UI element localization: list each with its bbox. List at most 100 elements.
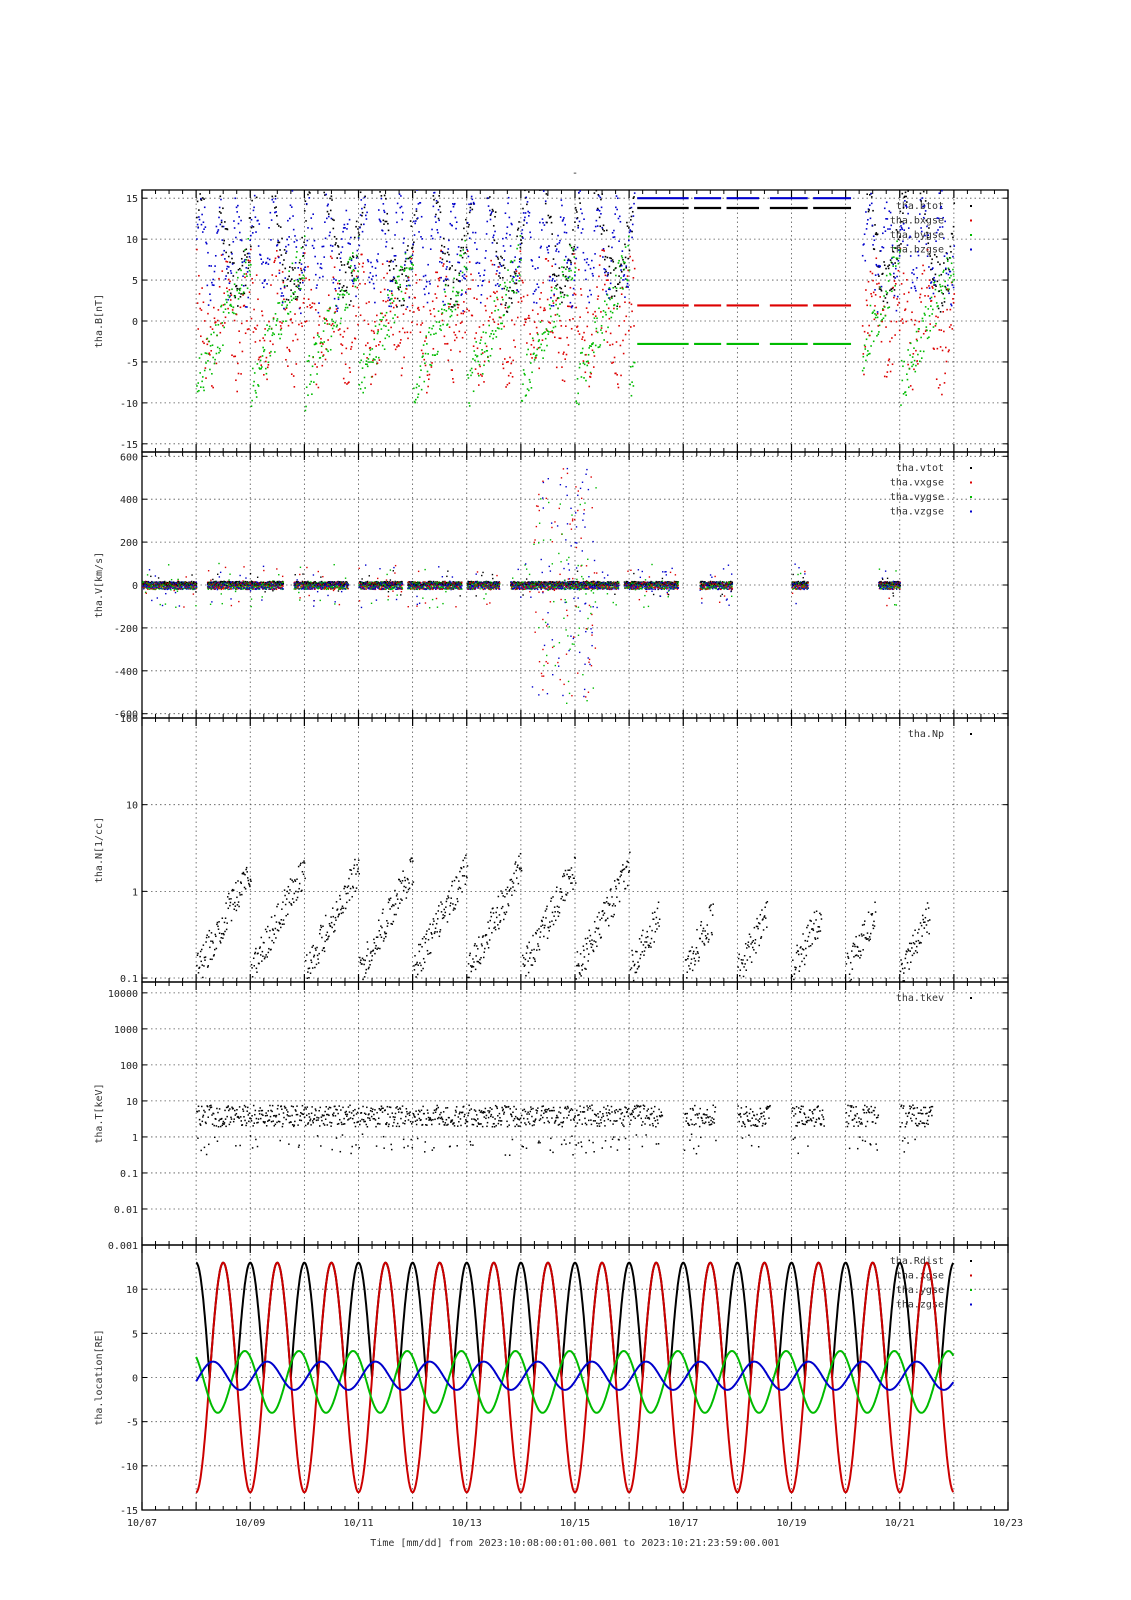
data-point [200,386,202,388]
data-point [388,264,390,267]
data-point [605,313,607,316]
data-point [340,261,342,263]
data-point [593,317,596,319]
data-point [575,306,578,309]
data-point [318,315,321,318]
data-point [246,320,248,322]
data-point [240,322,243,325]
data-point [266,329,269,332]
data-point [285,358,287,361]
data-point [429,151,431,153]
data-point [586,172,588,174]
data-point [337,296,340,299]
data-point [214,588,216,590]
data-point [224,278,227,280]
data-point [198,218,201,221]
data-point [281,301,284,304]
data-point [299,289,301,291]
data-point [540,343,542,346]
data-point [198,389,200,392]
data-point [530,259,533,261]
data-point [877,266,880,268]
data-point [209,603,212,606]
data-point [538,152,540,154]
data-point [581,336,584,338]
data-point [905,195,907,198]
data-point [884,297,887,299]
data-point [231,253,233,255]
data-point [274,257,277,260]
data-point [255,392,257,394]
data-point [937,387,940,389]
data-point [424,274,427,277]
data-point [489,354,492,357]
data-point [926,225,928,228]
data-point [893,289,896,291]
data-point [223,239,226,242]
data-point [309,374,312,376]
data-point [927,295,930,297]
data-point [568,275,571,278]
data-point [406,249,409,251]
data-point [929,323,932,325]
data-point [548,279,551,282]
data-point [344,363,347,366]
data-point [928,253,931,255]
data-point [577,392,579,395]
data-point [468,203,470,206]
data-point [211,328,214,330]
data-point [440,261,443,264]
data-point [546,344,548,347]
data-point [417,172,419,174]
data-point [538,142,540,144]
data-point [322,355,324,357]
data-point [571,253,574,255]
data-point [942,293,945,295]
data-point [437,350,439,353]
data-point [316,262,319,265]
data-point [399,286,402,288]
data-point [163,585,165,587]
data-point [596,317,598,320]
data-point [159,603,161,606]
panel-1: -15-10-5051015tha.B[nT]tha.btottha.bxgse… [94,142,1009,453]
data-point [379,190,382,191]
data-point [233,227,236,229]
data-point [230,305,233,307]
data-point [473,203,476,205]
data-point [593,355,596,357]
data-point [460,312,463,315]
data-point [893,275,895,278]
data-point [516,275,519,277]
data-point [492,210,494,212]
data-point [887,364,889,366]
data-point [439,328,441,330]
data-point [592,154,594,156]
data-point [913,368,915,371]
data-point [420,236,422,238]
data-point [217,587,220,589]
data-point [251,225,253,227]
data-point [422,344,425,346]
data-point [426,391,428,394]
data-point [373,332,376,334]
data-point [589,376,592,378]
data-point [159,587,161,590]
data-point [375,274,377,277]
data-point [237,581,239,583]
data-point [563,296,565,299]
data-point [249,273,251,276]
data-point [902,240,904,243]
data-point [425,285,427,288]
data-point [239,295,242,298]
data-point [257,586,259,589]
data-point [542,186,544,188]
data-point [279,226,282,228]
data-point [426,343,428,345]
data-point [483,360,486,363]
data-point [242,292,244,295]
data-point [145,592,147,594]
data-point [348,266,350,269]
data-point [403,267,406,270]
data-point [530,387,533,389]
